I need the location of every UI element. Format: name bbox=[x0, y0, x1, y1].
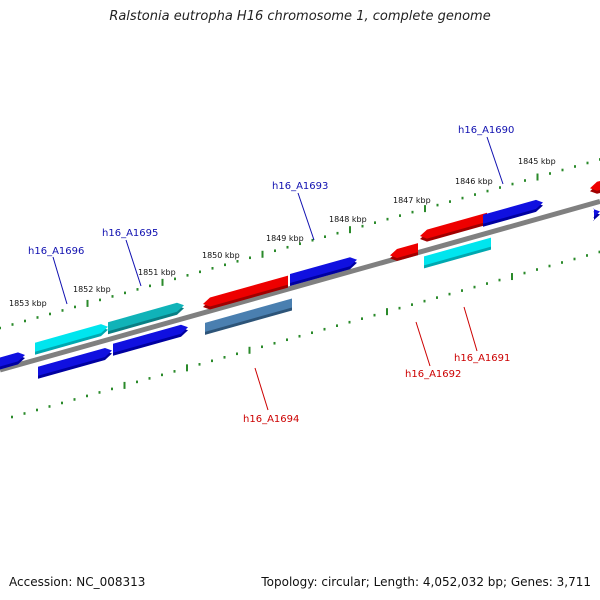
gene-features bbox=[0, 181, 600, 379]
label-leaders bbox=[52, 136, 504, 411]
gene-arrow-body bbox=[290, 257, 357, 283]
gene-arrow-body bbox=[108, 302, 184, 332]
label-leader-line bbox=[297, 192, 315, 241]
gene-label[interactable]: h16_A1695 bbox=[102, 228, 158, 239]
gene-arrow[interactable] bbox=[593, 208, 600, 221]
gene-arrow[interactable] bbox=[390, 243, 418, 261]
gene-arrow[interactable] bbox=[38, 348, 112, 379]
gene-arrow-body bbox=[483, 199, 543, 224]
scale-ticks-forward bbox=[0, 158, 600, 330]
backbone-line bbox=[0, 199, 600, 373]
gene-arrow[interactable] bbox=[290, 257, 357, 286]
gene-arrow[interactable] bbox=[203, 275, 288, 310]
gene-label[interactable]: h16_A1691 bbox=[454, 353, 510, 364]
scale-label: 1845 kbp bbox=[518, 157, 556, 166]
gene-label[interactable]: h16_A1694 bbox=[243, 414, 299, 425]
gene-arrow[interactable] bbox=[108, 302, 184, 335]
scale-label: 1851 kbp bbox=[138, 268, 176, 277]
gene-arrow[interactable] bbox=[205, 298, 292, 335]
scale-label: 1846 kbp bbox=[455, 177, 493, 186]
gene-arrow[interactable] bbox=[0, 352, 25, 371]
scale-label: 1853 kbp bbox=[9, 299, 47, 308]
scale-label: 1849 kbp bbox=[266, 234, 304, 243]
gene-arrow-body bbox=[0, 352, 25, 367]
labels: 1845 kbp 1846 kbp 1847 kbp 1848 kbp 1849 kbp… bbox=[9, 125, 556, 425]
scale-label: 1847 kbp bbox=[393, 196, 431, 205]
label-leader-line bbox=[52, 256, 68, 305]
genome-title: Ralstonia eutropha H16 chromosome 1, com… bbox=[109, 9, 491, 24]
gene-arrow-body bbox=[35, 324, 108, 352]
scale-label: 1848 kbp bbox=[329, 215, 367, 224]
gene-label[interactable]: h16_A1696 bbox=[28, 246, 84, 257]
label-leader-line bbox=[415, 321, 431, 367]
genome-summary-text: Topology: circular; Length: 4,052,032 bp… bbox=[261, 575, 591, 589]
gene-arrow-body bbox=[38, 348, 112, 376]
scale-label: 1850 kbp bbox=[202, 251, 240, 260]
gene-arrow[interactable] bbox=[35, 324, 108, 355]
gene-label[interactable]: h16_A1693 bbox=[272, 181, 328, 192]
gene-arrow-body bbox=[593, 208, 600, 218]
gene-arrow[interactable] bbox=[113, 324, 188, 356]
chromosome-backbone bbox=[0, 199, 600, 373]
gene-arrow-body bbox=[424, 237, 491, 266]
gene-arrow-body bbox=[205, 298, 292, 332]
gene-label[interactable]: h16_A1692 bbox=[405, 369, 461, 380]
label-leader-line bbox=[254, 367, 269, 411]
gene-arrow-body bbox=[390, 243, 418, 258]
gene-arrow-body bbox=[590, 181, 600, 191]
gene-arrow[interactable] bbox=[590, 181, 600, 194]
gene-arrow[interactable] bbox=[483, 199, 543, 227]
accession-text: Accession: NC_008313 bbox=[9, 575, 146, 589]
label-leader-line bbox=[486, 136, 504, 185]
label-leader-line bbox=[125, 239, 142, 287]
label-leader-line bbox=[463, 306, 478, 352]
gene-arrow[interactable] bbox=[420, 212, 487, 242]
gene-arrow-body bbox=[203, 275, 288, 307]
gene-arrow[interactable] bbox=[424, 237, 491, 269]
scale-label: 1852 kbp bbox=[73, 285, 111, 294]
gene-arrow-body bbox=[113, 324, 188, 353]
scale-ticks-reverse bbox=[11, 250, 600, 419]
gene-label[interactable]: h16_A1690 bbox=[458, 125, 514, 136]
gene-arrow-body bbox=[420, 212, 487, 239]
